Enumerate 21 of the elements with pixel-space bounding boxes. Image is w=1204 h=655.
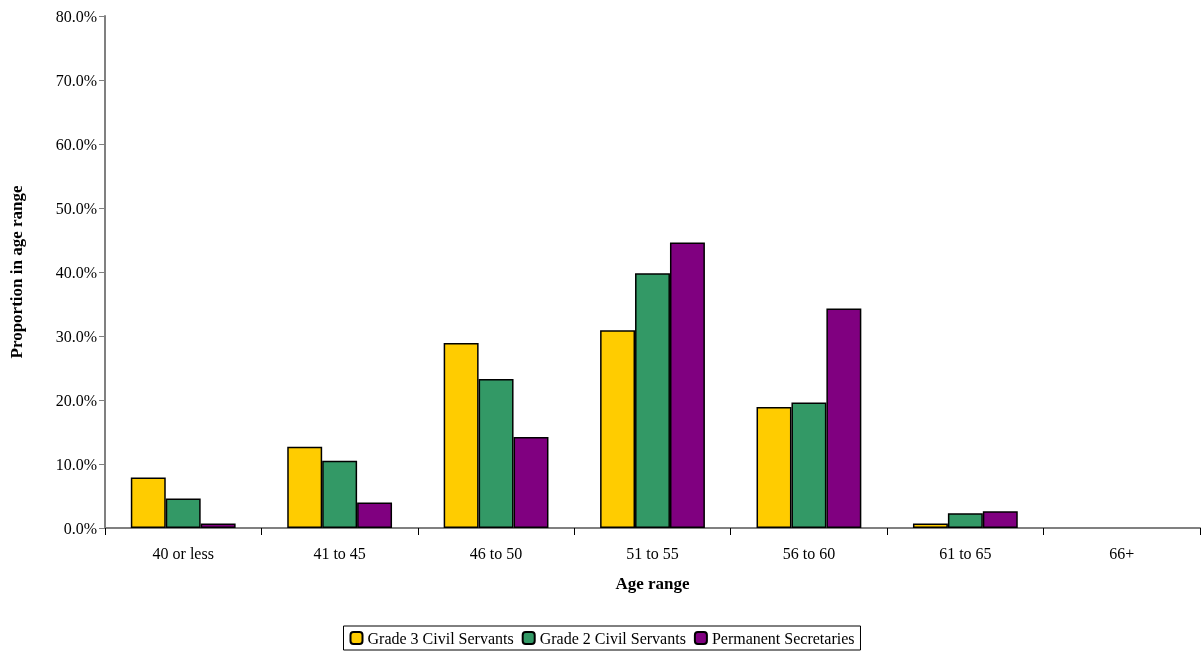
- x-axis-title: Age range: [615, 574, 691, 593]
- y-tick-label: 40.0%: [55, 263, 97, 281]
- x-tick-label: 51 to 55: [626, 544, 679, 562]
- y-tick-label: 30.0%: [55, 327, 97, 345]
- x-tick-label: 61 to 65: [939, 544, 992, 562]
- x-tick-label: 41 to 45: [313, 544, 366, 562]
- y-tick-label: 60.0%: [55, 135, 97, 153]
- y-tick-label: 80.0%: [55, 7, 97, 25]
- y-tick-label: 10.0%: [55, 455, 97, 473]
- y-tick-label: 50.0%: [55, 199, 97, 217]
- legend-label: Grade 3 Civil Servants: [367, 629, 514, 647]
- legend-label: Permanent Secretaries: [711, 629, 855, 647]
- y-tick-label: 20.0%: [55, 391, 97, 409]
- x-tick-label: 40 or less: [152, 544, 214, 562]
- x-tick-label: 46 to 50: [469, 544, 523, 562]
- legend-label: Grade 2 Civil Servants: [539, 629, 686, 647]
- y-tick-label: 70.0%: [55, 71, 97, 89]
- y-axis-title: Proportion in age range: [7, 185, 26, 359]
- x-tick-label: 56 to 60: [782, 544, 836, 562]
- y-tick-label: 0.0%: [63, 519, 97, 537]
- x-tick-label: 66+: [1109, 544, 1135, 562]
